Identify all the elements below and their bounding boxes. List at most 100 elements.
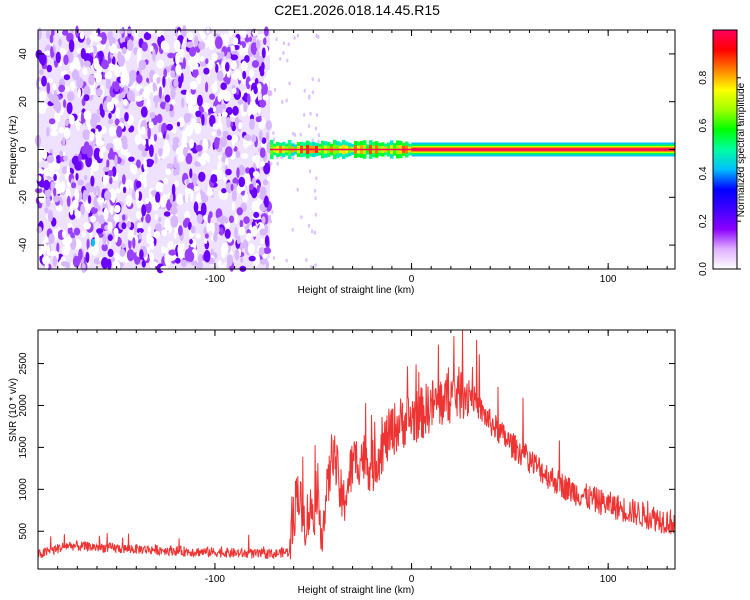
noise-speck (266, 175, 273, 182)
noise-speck (189, 81, 198, 90)
noise-speck (205, 81, 209, 93)
noise-speck (211, 169, 219, 176)
noise-speck (273, 87, 277, 92)
noise-speck (200, 191, 206, 202)
noise-speck (228, 215, 235, 224)
noise-speck (140, 126, 146, 135)
noise-speck (46, 78, 54, 84)
noise-speck (85, 37, 91, 46)
noise-speck (85, 154, 92, 168)
noise-speck (196, 74, 202, 85)
noise-speck (195, 144, 203, 152)
noise-speck (308, 95, 311, 100)
noise-speck (158, 86, 162, 99)
noise-speck (111, 56, 116, 66)
snr-y-tick-label: 2000 (18, 394, 29, 417)
noise-speck (221, 60, 226, 71)
noise-speck (152, 81, 157, 93)
snr-frame (37, 329, 676, 570)
noise-speck (58, 127, 64, 134)
noise-speck (167, 241, 174, 250)
noise-speck (314, 126, 318, 131)
noise-speck (168, 253, 177, 261)
noise-speck (313, 188, 317, 193)
noise-speck (190, 189, 194, 202)
noise-speck (243, 216, 250, 225)
noise-speck (108, 170, 114, 177)
noise-speck (136, 74, 143, 84)
noise-speck (315, 113, 319, 117)
noise-speck (230, 45, 236, 51)
noise-speck (80, 203, 85, 216)
noise-speck (286, 58, 289, 63)
noise-speck (128, 156, 135, 162)
noise-speck (149, 144, 154, 157)
noise-speck (234, 226, 238, 239)
noise-speck (53, 174, 57, 181)
spec-x-tick-label: 100 (600, 274, 617, 285)
noise-speck (213, 233, 218, 243)
spectrogram-xlabel: Height of straight line (km) (298, 285, 415, 296)
noise-speck (123, 98, 128, 107)
noise-speck (46, 82, 51, 94)
noise-speck (211, 131, 216, 137)
noise-speck (94, 36, 102, 42)
noise-speck (89, 46, 94, 53)
noise-speck (239, 219, 244, 229)
noise-speck (169, 192, 174, 204)
noise-speck (265, 131, 270, 141)
noise-speck (74, 208, 80, 218)
noise-speck (40, 53, 47, 66)
noise-speck (56, 204, 63, 212)
noise-speck (180, 72, 184, 83)
colorbar-tick-label: 0.8 (698, 70, 709, 84)
noise-speck (216, 70, 224, 82)
noise-speck (142, 138, 147, 146)
noise-speck (96, 44, 101, 51)
noise-speck (276, 161, 279, 166)
noise-speck (67, 226, 73, 235)
noise-speck (125, 194, 132, 207)
noise-speck (249, 118, 255, 130)
noise-speck (35, 187, 43, 194)
noise-speck (195, 110, 202, 118)
noise-speck (263, 195, 269, 208)
noise-speck (248, 68, 255, 78)
noise-speck (182, 24, 187, 37)
noise-speck (224, 228, 231, 239)
noise-speck (48, 250, 56, 256)
noise-speck (126, 39, 134, 51)
noise-speck (164, 218, 171, 231)
noise-speck (78, 248, 83, 261)
noise-speck (223, 76, 230, 83)
noise-speck (107, 234, 113, 242)
noise-speck (90, 206, 98, 214)
noise-speck (211, 52, 218, 62)
noise-speck (282, 51, 285, 55)
noise-speck (258, 247, 265, 256)
noise-speck (86, 238, 90, 250)
noise-speck (195, 233, 201, 239)
noise-highlight (91, 238, 96, 247)
spec-x-tick-label: -100 (205, 274, 225, 285)
noise-speck (262, 179, 269, 186)
noise-speck (55, 101, 62, 114)
noise-speck (130, 164, 138, 174)
noise-speck (293, 133, 297, 137)
noise-speck (303, 88, 306, 93)
noise-speck (121, 243, 126, 249)
noise-speck (56, 242, 60, 253)
noise-speck (198, 171, 206, 182)
noise-speck (193, 201, 199, 213)
noise-speck (173, 78, 179, 88)
noise-speck (189, 139, 194, 149)
noise-speck (83, 94, 90, 102)
noise-speck (129, 183, 134, 189)
noise-speck (228, 27, 233, 38)
noise-speck (70, 81, 76, 91)
noise-speck (158, 147, 163, 157)
noise-speck (193, 180, 197, 188)
noise-speck (50, 181, 54, 190)
noise-speck (163, 177, 169, 185)
noise-speck (193, 185, 200, 192)
